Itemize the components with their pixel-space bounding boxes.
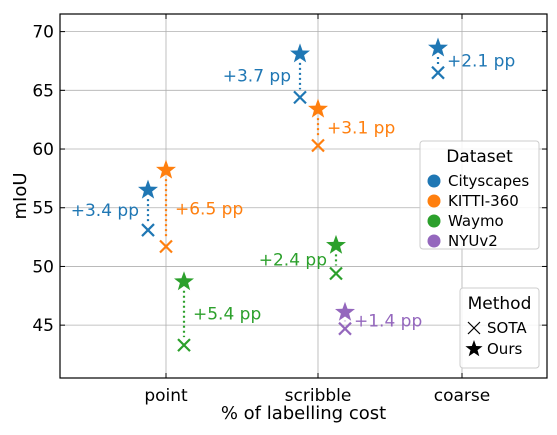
cross-stroke <box>338 321 352 336</box>
sota-marker <box>293 90 307 105</box>
legend-swatch <box>427 214 441 228</box>
legend-label: SOTA <box>487 319 527 337</box>
gain-label: +2.1 pp <box>447 51 515 71</box>
x-tick-label: coarse <box>434 386 490 406</box>
y-tick-label: 60 <box>32 140 54 160</box>
gain-label: +2.4 pp <box>259 250 327 270</box>
cross-stroke <box>431 65 445 80</box>
ours-marker <box>174 271 194 291</box>
gain-label: +3.7 pp <box>223 67 291 87</box>
x-tick-label: scribble <box>285 386 352 406</box>
method-legend: Method SOTA Ours <box>459 287 540 369</box>
sota-marker <box>159 239 173 254</box>
markers <box>138 37 448 352</box>
gain-label: +3.4 pp <box>71 201 139 221</box>
legend-label: Cityscapes <box>448 172 529 190</box>
cross-stroke <box>329 266 343 281</box>
sota-marker <box>141 223 155 237</box>
cross-stroke <box>467 321 481 335</box>
legend-label: KITTI-360 <box>448 192 519 210</box>
y-tick-label: 55 <box>32 199 54 219</box>
plot-frame <box>59 13 548 379</box>
legend-label: NYUv2 <box>448 232 498 250</box>
y-axis-label: mIoU <box>10 172 31 219</box>
legend-x-marker <box>467 321 481 335</box>
cross-stroke <box>311 138 325 153</box>
sota-marker <box>177 338 191 352</box>
gain-label: +1.4 pp <box>354 311 422 331</box>
dataset-legend: Dataset Cityscapes KITTI-360 Waymo NYUv2 <box>419 140 540 250</box>
ours-marker <box>290 43 310 63</box>
legend-swatch <box>427 194 441 208</box>
gain-annotations: +3.4 pp +3.7 pp +2.1 pp +6.5 pp +3.1 pp +5.4 … <box>71 51 516 331</box>
legend-title: Method <box>468 294 532 314</box>
gain-label: +3.1 pp <box>327 118 395 138</box>
legend-box <box>419 140 540 250</box>
ours-marker <box>326 234 346 254</box>
x-axis-label: % of labelling cost <box>221 403 386 424</box>
ours-marker <box>428 37 448 57</box>
axis-labels: % of labelling cost mIoU <box>10 172 386 424</box>
legend-swatch <box>427 174 441 188</box>
cross-stroke <box>159 239 173 254</box>
sota-marker <box>431 65 445 80</box>
legend-label: Waymo <box>448 212 504 230</box>
sota-marker <box>338 321 352 336</box>
gain-label: +5.4 pp <box>193 304 261 324</box>
sota-marker <box>311 138 325 153</box>
y-tick-label: 65 <box>32 81 54 101</box>
ours-marker <box>335 301 355 321</box>
y-tick-label: 70 <box>32 23 54 43</box>
y-tick-label: 50 <box>32 257 54 277</box>
cross-stroke <box>293 90 307 105</box>
y-tick-label: 45 <box>32 316 54 336</box>
ours-marker <box>156 159 176 179</box>
sota-marker <box>329 266 343 281</box>
legend-swatch <box>427 234 441 248</box>
cross-stroke <box>177 338 191 352</box>
x-tick-label: point <box>144 386 188 406</box>
legend-star-marker <box>465 340 483 357</box>
ours-marker <box>138 179 158 199</box>
cross-stroke <box>141 223 155 237</box>
legend-title: Dataset <box>446 147 513 167</box>
ticks: 45 50 55 60 65 70 point scribble coarse <box>32 14 547 406</box>
gain-label: +6.5 pp <box>175 199 243 219</box>
ours-marker <box>308 98 328 118</box>
legend-label: Ours <box>487 340 522 358</box>
